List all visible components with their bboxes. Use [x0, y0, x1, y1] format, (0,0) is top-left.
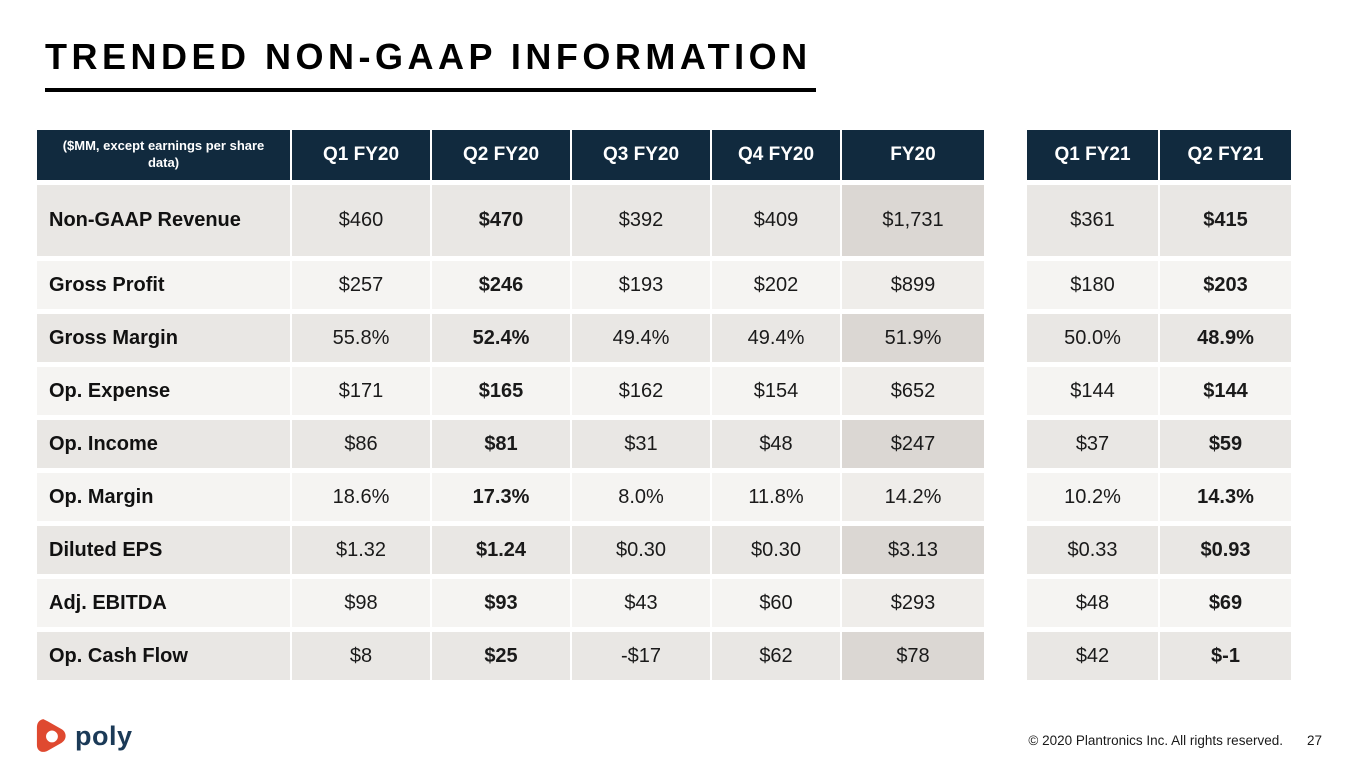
column-header-q1-fy21: Q1 FY21 — [1027, 130, 1158, 180]
cell-value: $162 — [572, 367, 710, 415]
cell-value: $0.93 — [1160, 526, 1291, 574]
cell-value: 49.4% — [712, 314, 840, 362]
cell-value: $193 — [572, 261, 710, 309]
cell-value: $899 — [842, 261, 984, 309]
column-header-q2-fy20: Q2 FY20 — [432, 130, 570, 180]
cell-value: $257 — [292, 261, 430, 309]
cell-value: $361 — [1027, 185, 1158, 256]
cell-value: $202 — [712, 261, 840, 309]
cell-value: $0.33 — [1027, 526, 1158, 574]
cell-value: $31 — [572, 420, 710, 468]
cell-value: $409 — [712, 185, 840, 256]
cell-value: $0.30 — [572, 526, 710, 574]
column-header-q2-fy21: Q2 FY21 — [1160, 130, 1291, 180]
cell-value: $180 — [1027, 261, 1158, 309]
cell-value: 48.9% — [1160, 314, 1291, 362]
row-label-gross-margin: Gross Margin — [37, 314, 290, 362]
cell-value: 8.0% — [572, 473, 710, 521]
financial-tables: ($MM, except earnings per share data) Q1 … — [37, 130, 1291, 680]
cell-value: $293 — [842, 579, 984, 627]
cell-value: $154 — [712, 367, 840, 415]
cell-value: $460 — [292, 185, 430, 256]
cell-value: $86 — [292, 420, 430, 468]
cell-value: $60 — [712, 579, 840, 627]
cell-value: 50.0% — [1027, 314, 1158, 362]
cell-value: 11.8% — [712, 473, 840, 521]
cell-value: 55.8% — [292, 314, 430, 362]
cell-value: $1.32 — [292, 526, 430, 574]
cell-value: $25 — [432, 632, 570, 680]
cell-value: $246 — [432, 261, 570, 309]
cell-value: 51.9% — [842, 314, 984, 362]
cell-value: $8 — [292, 632, 430, 680]
cell-value: $415 — [1160, 185, 1291, 256]
row-label-op.-margin: Op. Margin — [37, 473, 290, 521]
cell-value: $98 — [292, 579, 430, 627]
cell-value: $144 — [1160, 367, 1291, 415]
cell-value: $62 — [712, 632, 840, 680]
cell-value: $652 — [842, 367, 984, 415]
poly-logo: poly — [36, 718, 133, 754]
cell-value: $59 — [1160, 420, 1291, 468]
column-header-q1-fy20: Q1 FY20 — [292, 130, 430, 180]
row-label-non-gaap-revenue: Non-GAAP Revenue — [37, 185, 290, 256]
cell-value: $171 — [292, 367, 430, 415]
poly-logo-icon — [36, 718, 67, 754]
fy21-table: Q1 FY21 Q2 FY21 $361 $415 $180 $203 50.0% 48.9%… — [1027, 130, 1291, 680]
cell-value: $0.30 — [712, 526, 840, 574]
cell-value: $48 — [1027, 579, 1158, 627]
cell-value: $37 — [1027, 420, 1158, 468]
table-corner-header: ($MM, except earnings per share data) — [37, 130, 290, 180]
row-label-op.-expense: Op. Expense — [37, 367, 290, 415]
cell-value: $93 — [432, 579, 570, 627]
cell-value: $48 — [712, 420, 840, 468]
column-header-q3-fy20: Q3 FY20 — [572, 130, 710, 180]
column-header-fy20: FY20 — [842, 130, 984, 180]
cell-value: $42 — [1027, 632, 1158, 680]
cell-value: 49.4% — [572, 314, 710, 362]
row-label-gross-profit: Gross Profit — [37, 261, 290, 309]
cell-value: $69 — [1160, 579, 1291, 627]
cell-value: $-1 — [1160, 632, 1291, 680]
cell-value: 18.6% — [292, 473, 430, 521]
cell-value: $203 — [1160, 261, 1291, 309]
cell-value: $81 — [432, 420, 570, 468]
cell-value: 14.3% — [1160, 473, 1291, 521]
cell-value: 52.4% — [432, 314, 570, 362]
page-number: 27 — [1306, 733, 1322, 748]
cell-value: $165 — [432, 367, 570, 415]
cell-value: $247 — [842, 420, 984, 468]
cell-value: $1,731 — [842, 185, 984, 256]
cell-value: $470 — [432, 185, 570, 256]
cell-value: $1.24 — [432, 526, 570, 574]
cell-value: $3.13 — [842, 526, 984, 574]
row-label-op.-income: Op. Income — [37, 420, 290, 468]
copyright-text: © 2020 Plantronics Inc. All rights reser… — [1028, 733, 1283, 748]
row-label-diluted-eps: Diluted EPS — [37, 526, 290, 574]
slide-footer: © 2020 Plantronics Inc. All rights reser… — [1028, 733, 1322, 748]
row-label-adj.-ebitda: Adj. EBITDA — [37, 579, 290, 627]
cell-value: 17.3% — [432, 473, 570, 521]
cell-value: 14.2% — [842, 473, 984, 521]
cell-value: $43 — [572, 579, 710, 627]
row-label-op.-cash-flow: Op. Cash Flow — [37, 632, 290, 680]
column-header-q4-fy20: Q4 FY20 — [712, 130, 840, 180]
cell-value: 10.2% — [1027, 473, 1158, 521]
cell-value: $144 — [1027, 367, 1158, 415]
poly-logo-text: poly — [75, 720, 133, 751]
cell-value: -$17 — [572, 632, 710, 680]
fy20-table: ($MM, except earnings per share data) Q1 … — [37, 130, 984, 680]
slide-title: TRENDED NON-GAAP INFORMATION — [45, 36, 816, 92]
cell-value: $78 — [842, 632, 984, 680]
cell-value: $392 — [572, 185, 710, 256]
